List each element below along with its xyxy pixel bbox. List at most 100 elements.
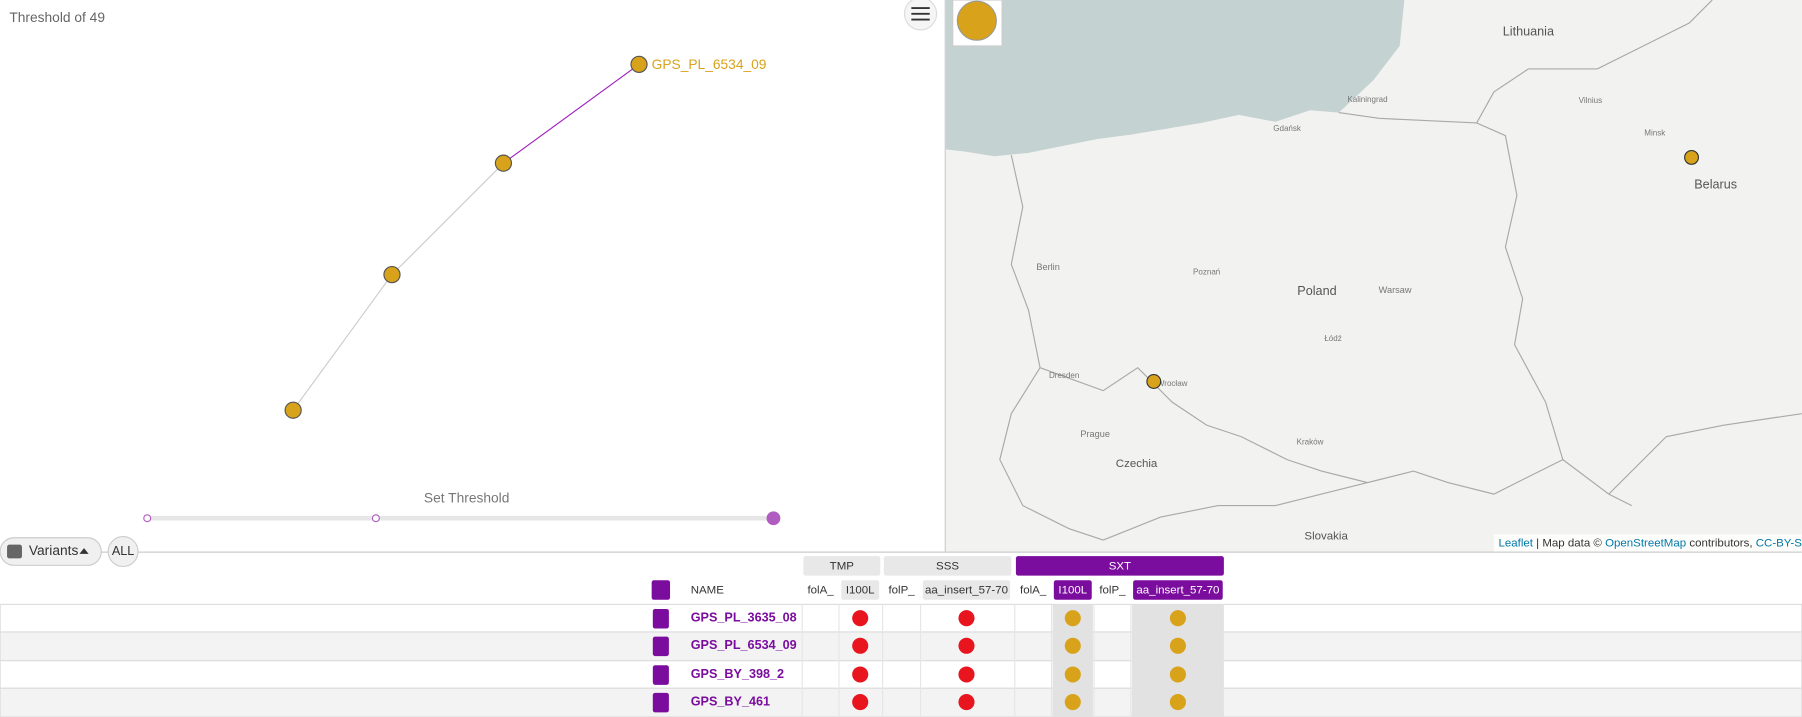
settings-button[interactable] (903, 0, 938, 31)
variants-label: Variants (29, 543, 79, 558)
variant-dot (1169, 694, 1186, 711)
map-place-label: Berlin (1036, 262, 1060, 272)
map-place-label: Prague (1080, 429, 1110, 439)
tree-edge (292, 274, 393, 411)
column-header[interactable]: folA_ (1020, 585, 1047, 597)
table-row[interactable] (0, 603, 1802, 633)
map-place-label: Kaliningrad (1347, 95, 1387, 104)
tree-node[interactable] (630, 55, 648, 73)
map-place-label: Kraków (1297, 438, 1324, 447)
download-icon[interactable] (651, 580, 671, 600)
map-marker[interactable] (1146, 374, 1162, 389)
column-header[interactable]: I100L (1058, 585, 1087, 597)
map-place-label: Belarus (1694, 177, 1737, 191)
column-header-bg (1053, 580, 1092, 600)
variant-dot (958, 610, 975, 627)
column-header[interactable]: folP_ (1099, 585, 1126, 597)
table-row[interactable] (0, 687, 1802, 717)
threshold-title: Threshold of 49 (9, 10, 105, 25)
variant-dot (958, 666, 975, 683)
node-label: GPS_PL_6534_09 (652, 57, 767, 72)
group-header[interactable] (1015, 556, 1224, 576)
all-label: ALL (112, 544, 134, 558)
slider-tick[interactable] (143, 514, 152, 523)
map-place-label: Vilnius (1579, 96, 1603, 105)
column-header[interactable]: aa_insert_57-70 (925, 585, 1008, 597)
slider-label: Set Threshold (424, 490, 509, 505)
leaflet-link[interactable]: Leaflet (1499, 538, 1534, 550)
map-place-label: Warsaw (1379, 285, 1412, 295)
map-place-label: Slovakia (1304, 531, 1348, 543)
settings-icon (911, 7, 930, 21)
variant-dot (1064, 610, 1081, 627)
borders (999, 0, 1802, 541)
table-row[interactable] (0, 660, 1802, 689)
variant-dot (1064, 637, 1081, 654)
legend-marker (956, 0, 997, 41)
map-place-label: Minsk (1644, 128, 1666, 137)
fasta-icon[interactable] (652, 692, 669, 713)
slider-tick[interactable] (371, 514, 380, 523)
group-label: SXT (1109, 561, 1131, 573)
group-header[interactable] (883, 556, 1012, 576)
attribution-text: contributors, (1686, 538, 1756, 550)
variant-dot (852, 637, 869, 654)
tree-edge (503, 63, 640, 164)
variant-dot (1064, 694, 1081, 711)
fasta-icon[interactable] (652, 608, 669, 629)
variant-dot (1169, 610, 1186, 627)
group-header[interactable] (803, 556, 881, 576)
table-row[interactable] (0, 631, 1802, 662)
variants-button[interactable] (0, 537, 102, 566)
variants-icon (7, 544, 22, 559)
column-header-bg (1133, 580, 1223, 600)
tree-node[interactable] (494, 154, 513, 172)
sort-arrow (79, 548, 89, 554)
map-marker[interactable] (1684, 149, 1700, 165)
column-header-bg (841, 580, 880, 600)
name-header: NAME (691, 585, 725, 597)
map-place-label: Dresden (1049, 371, 1079, 380)
attribution-text: | Map data © (1533, 538, 1605, 550)
column-header[interactable]: folA_ (807, 585, 834, 597)
map-place-label: Poland (1297, 284, 1336, 298)
map-place-label: Wrocław (1157, 379, 1188, 388)
variant-dot (1169, 637, 1186, 654)
variant-dot (1064, 666, 1081, 683)
variant-dot (958, 694, 975, 711)
slider-handle[interactable] (766, 511, 781, 526)
sample-name[interactable]: GPS_PL_6534_09 (691, 638, 797, 652)
map-place-label: Lithuania (1503, 25, 1555, 39)
license-link[interactable]: CC-BY-SA, (1756, 538, 1802, 550)
column-header-bg (922, 580, 1011, 600)
map-place-label: Czechia (1116, 458, 1158, 470)
tree-edge (391, 162, 504, 276)
map-place-label: Poznań (1193, 267, 1220, 276)
variant-dot (852, 666, 869, 683)
variant-dot (852, 694, 869, 711)
group-label: SSS (936, 561, 959, 573)
column-header[interactable]: aa_insert_57-70 (1136, 585, 1219, 597)
fasta-icon[interactable] (652, 636, 669, 657)
sample-name[interactable]: GPS_BY_398_2 (691, 667, 784, 681)
sea (945, 0, 1405, 157)
group-label: TMP (830, 561, 855, 573)
all-button[interactable] (107, 536, 139, 568)
osm-link[interactable]: OpenStreetMap (1605, 538, 1686, 550)
attribution: Leaflet | Map data © OpenStreetMap contr… (1499, 538, 1802, 550)
map-place-label: Łódź (1324, 334, 1341, 343)
attribution-bg (1493, 534, 1802, 552)
sample-name[interactable]: GPS_PL_3635_08 (691, 611, 797, 625)
column-header[interactable]: I100L (846, 585, 875, 597)
variant-dot (852, 610, 869, 627)
column-header[interactable]: folP_ (888, 585, 915, 597)
variant-dot (1169, 666, 1186, 683)
variant-dot (958, 637, 975, 654)
fasta-icon[interactable] (652, 665, 669, 685)
tree-node[interactable] (284, 401, 302, 419)
sample-name[interactable]: GPS_BY_461 (691, 694, 770, 708)
tree-node[interactable] (383, 266, 401, 284)
map-place-label: Gdańsk (1273, 124, 1302, 133)
